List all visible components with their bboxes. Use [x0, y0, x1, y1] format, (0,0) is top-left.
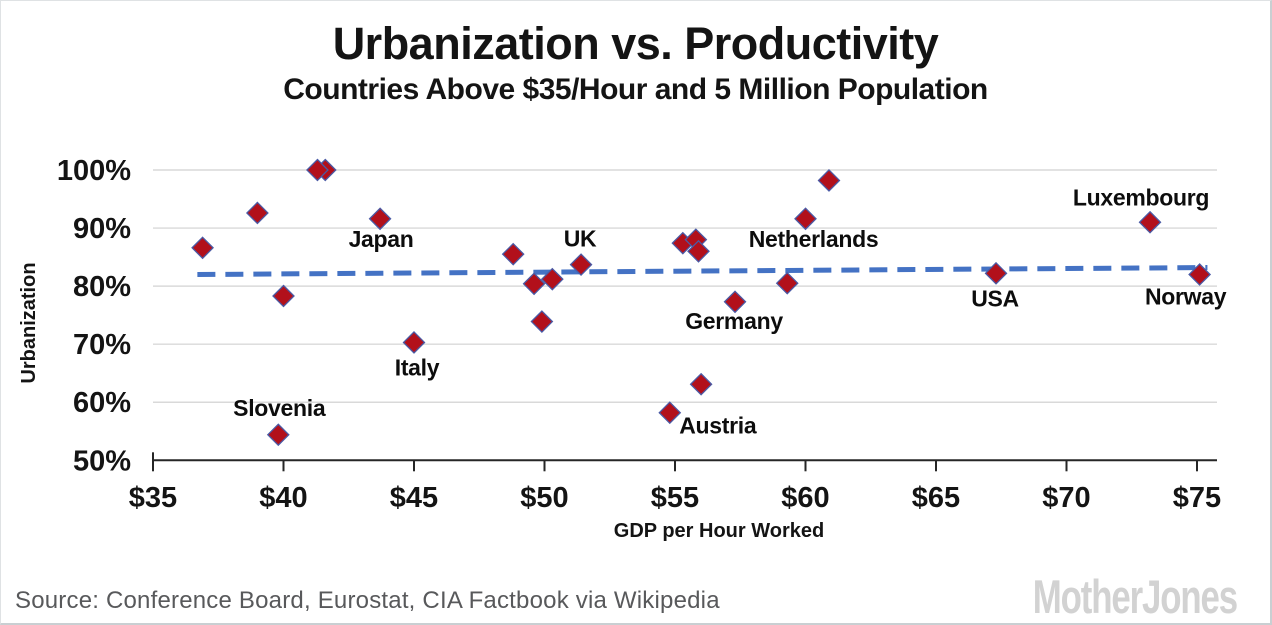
data-point-austria: [658, 401, 682, 425]
point-label-luxembourg: Luxembourg: [1073, 184, 1209, 210]
data-point-unlabeled: [272, 284, 295, 308]
x-tick-label: $35: [129, 482, 177, 514]
data-point-unlabeled: [245, 201, 269, 225]
motherjones-logo: MotherJones: [1032, 570, 1238, 623]
point-label-slovenia: Slovenia: [233, 395, 326, 421]
x-tick-label: $40: [259, 482, 307, 514]
data-point-japan: [368, 207, 392, 231]
data-point-unlabeled: [501, 242, 525, 266]
data-point-uk: [569, 253, 593, 277]
data-point-unlabeled: [522, 272, 546, 296]
data-point-netherlands: [794, 207, 817, 231]
x-axis-title: GDP per Hour Worked: [614, 520, 824, 542]
point-label-japan: Japan: [349, 226, 414, 252]
x-tick-label: $55: [651, 482, 699, 514]
trend-line: [197, 265, 1208, 278]
data-point-italy: [402, 331, 426, 354]
x-tick-label: $65: [912, 482, 960, 514]
point-label-netherlands: Netherlands: [749, 226, 879, 252]
data-point-unlabeled: [817, 169, 841, 192]
y-tick-label: 70%: [73, 329, 131, 361]
data-point-unlabeled: [191, 236, 215, 260]
x-tick-label: $70: [1042, 482, 1090, 514]
y-tick-label: 80%: [73, 271, 131, 303]
data-point-norway: [1188, 263, 1212, 286]
point-label-italy: Italy: [395, 354, 440, 380]
source-note: Source: Conference Board, Eurostat, CIA …: [15, 587, 720, 614]
data-point-usa: [984, 261, 1008, 285]
data-point-unlabeled: [540, 267, 564, 291]
point-label-austria: Austria: [679, 413, 757, 439]
y-tick-label: 100%: [57, 155, 131, 187]
point-label-uk: UK: [564, 226, 597, 252]
point-label-germany: Germany: [685, 308, 783, 334]
data-point-unlabeled: [530, 310, 554, 333]
data-point-luxembourg: [1138, 210, 1162, 234]
data-point-slovenia: [266, 423, 290, 447]
y-tick-label: 50%: [73, 445, 131, 477]
x-tick-label: $45: [390, 482, 438, 514]
chart-subtitle: Countries Above $35/Hour and 5 Million P…: [283, 73, 988, 106]
chart-title: Urbanization vs. Productivity: [332, 18, 939, 69]
data-point-unlabeled: [689, 372, 713, 396]
data-point-unlabeled: [687, 239, 710, 263]
x-tick-label: $75: [1173, 482, 1221, 514]
y-tick-label: 90%: [73, 213, 131, 245]
data-point-unlabeled: [775, 271, 799, 295]
y-tick-label: 60%: [73, 387, 131, 419]
data-point-germany: [723, 290, 747, 314]
point-label-usa: USA: [971, 285, 1019, 311]
point-label-norway: Norway: [1145, 284, 1227, 310]
x-tick-label: $50: [520, 482, 568, 514]
y-axis-title: Urbanization: [18, 262, 40, 383]
data-point-unlabeled: [306, 158, 329, 182]
x-tick-label: $60: [781, 482, 829, 514]
